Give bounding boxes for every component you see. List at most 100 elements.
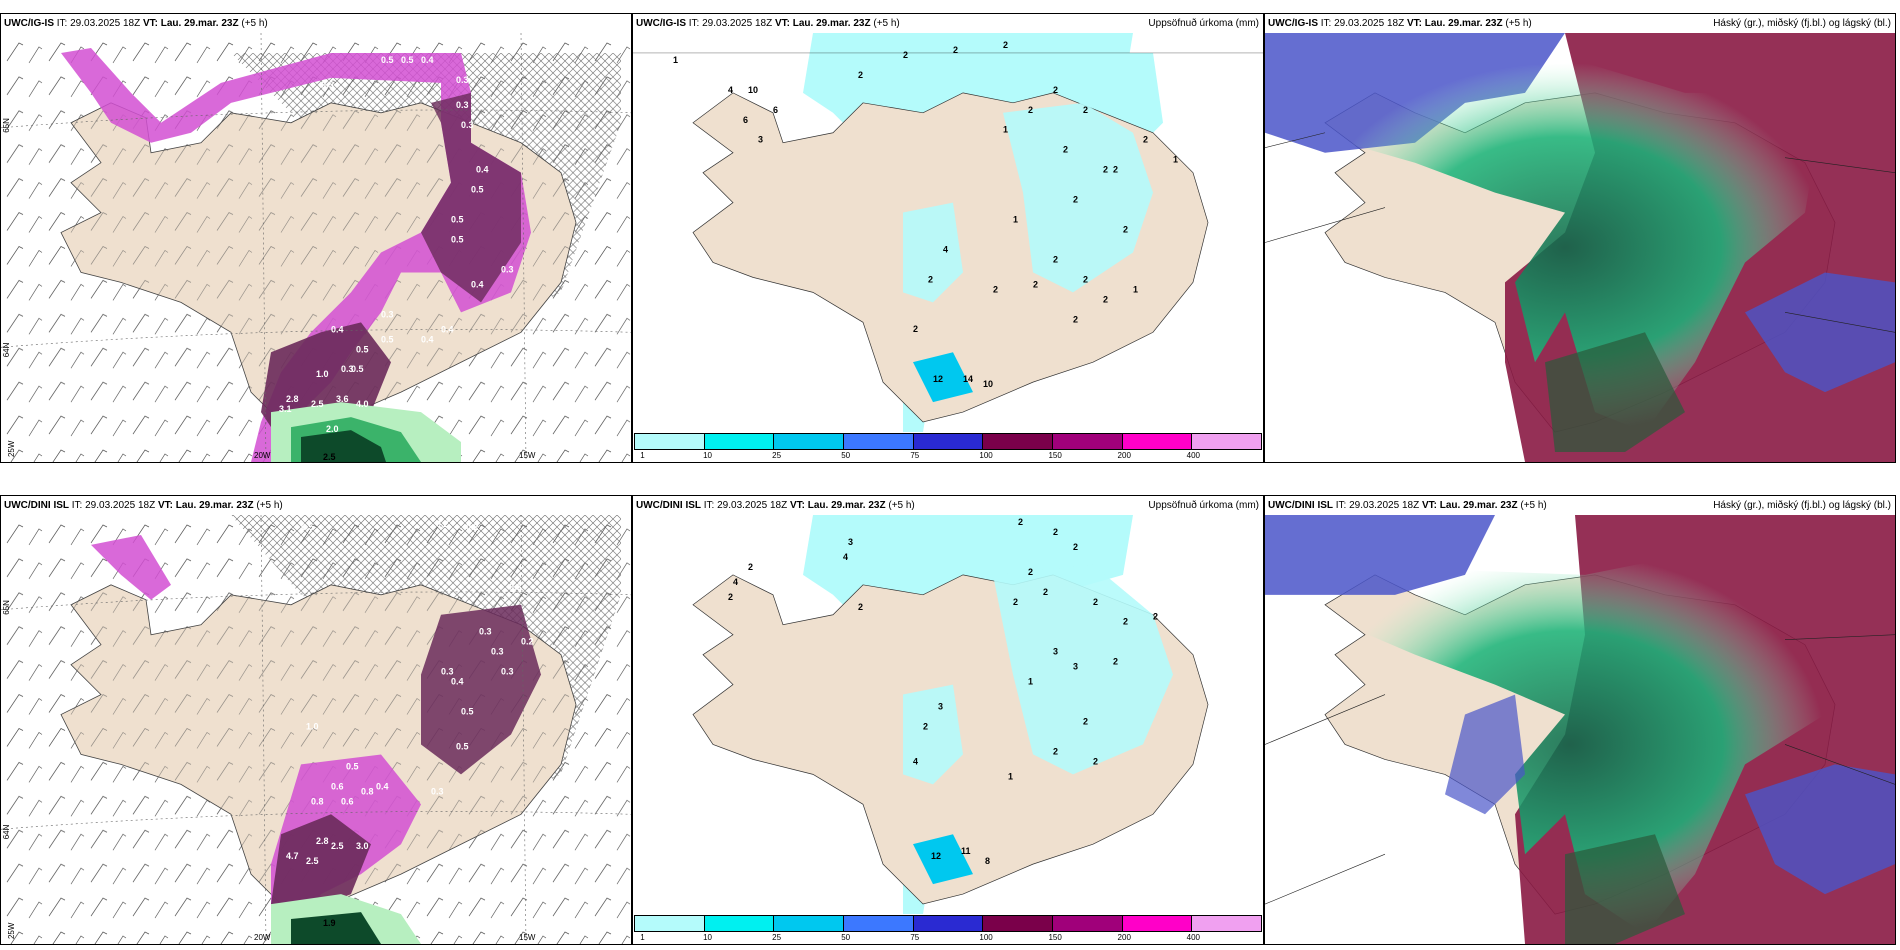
scale-swatch bbox=[1053, 916, 1123, 931]
value-label: 0.5 bbox=[321, 80, 333, 90]
panel-header: UWC/IG-IS IT: 29.03.2025 18Z VT: Lau. 29… bbox=[1, 14, 631, 33]
value-label: 0.4 bbox=[441, 324, 453, 334]
scale-tick: 10 bbox=[703, 451, 712, 460]
value-label: 0.5 bbox=[471, 185, 483, 195]
value-label: 4 bbox=[913, 756, 918, 766]
map-accum-precip[interactable]: 3 4 2 2 4 2 2 2 2 2 2 2 2 2 2 3 3 2 1 3 … bbox=[633, 515, 1263, 914]
map-wind-precip[interactable]: 0.5 0.2 0.2 0.3 0.3 0.3 0.3 0.2 0.4 0.5 … bbox=[1, 515, 631, 944]
value-label: 3 bbox=[1073, 662, 1078, 672]
value-label: 3.6 bbox=[336, 394, 348, 404]
scale-bar bbox=[634, 915, 1262, 932]
map-accum-precip[interactable]: 2 2 2 2 1 4 10 6 6 3 1 2 2 2 2 2 1 1 2 2… bbox=[633, 33, 1263, 432]
value-label: 0.3 bbox=[431, 786, 443, 796]
scale-tick: 400 bbox=[1186, 451, 1200, 460]
value-label: 0.5 bbox=[351, 364, 363, 374]
value-label: 1 bbox=[1173, 155, 1178, 165]
value-label: 12 bbox=[931, 851, 941, 861]
scale-tick: 50 bbox=[841, 933, 851, 942]
it-prefix: IT: bbox=[1320, 18, 1332, 29]
panel-title: Uppsöfnuð úrkoma (mm) bbox=[1148, 18, 1259, 29]
value-label: 2 bbox=[1123, 617, 1128, 627]
value-label: 2 bbox=[748, 562, 753, 572]
value-label: 4 bbox=[733, 577, 738, 587]
value-label: 2 bbox=[903, 50, 908, 60]
value-label: 2 bbox=[1103, 294, 1108, 304]
value-label: 3 bbox=[938, 702, 943, 712]
model-name: UWC/DINI ISL bbox=[1268, 500, 1333, 511]
value-label: 0.2 bbox=[436, 519, 448, 529]
value-label: 2 bbox=[1033, 279, 1038, 289]
value-label: 3.0 bbox=[356, 841, 368, 851]
value-label: 0.5 bbox=[346, 761, 358, 771]
value-label: 0.3 bbox=[441, 667, 453, 677]
scale-ticks: 1 10 25 50 75 100 150 200 400 bbox=[634, 450, 1262, 461]
value-label: 0.3 bbox=[509, 582, 521, 592]
value-label: 2 bbox=[1153, 612, 1158, 622]
value-label: 2 bbox=[1073, 195, 1078, 205]
scale-bar bbox=[634, 433, 1262, 450]
valid-time: Lau. 29.mar. 23Z bbox=[1439, 500, 1518, 511]
value-label: 2 bbox=[1053, 527, 1058, 537]
value-label: 0.4 bbox=[476, 165, 488, 175]
panel-title: Uppsöfnuð úrkoma (mm) bbox=[1148, 500, 1259, 511]
scale-tick: 100 bbox=[979, 451, 993, 460]
it-prefix: IT: bbox=[56, 18, 68, 29]
value-label: 2 bbox=[1083, 716, 1088, 726]
value-label: 1 bbox=[1028, 677, 1033, 687]
scale-tick: 100 bbox=[979, 933, 993, 942]
value-label: 1 bbox=[1003, 125, 1008, 135]
value-label: 0.5 bbox=[356, 344, 368, 354]
value-label: 1 bbox=[1008, 771, 1013, 781]
value-label: 2 bbox=[1028, 105, 1033, 115]
map-clouds[interactable] bbox=[1265, 515, 1895, 944]
precip-band bbox=[421, 604, 541, 775]
it-prefix: IT: bbox=[71, 500, 83, 511]
axis-label: 20W bbox=[254, 933, 271, 942]
value-label: 4 bbox=[843, 552, 848, 562]
value-label: 2.5 bbox=[331, 841, 343, 851]
value-label: 2.5 bbox=[323, 452, 335, 462]
value-label: 2 bbox=[1053, 746, 1058, 756]
value-label: 2 bbox=[1083, 105, 1088, 115]
value-label: 0.4 bbox=[451, 677, 463, 687]
value-label: 2 bbox=[993, 284, 998, 294]
scale-swatch bbox=[774, 916, 845, 931]
model-name: UWC/DINI ISL bbox=[4, 500, 69, 511]
value-label: 2.0 bbox=[326, 424, 338, 434]
map-svg bbox=[1265, 515, 1895, 944]
value-label: 6 bbox=[743, 115, 748, 125]
scale-swatch bbox=[1192, 916, 1262, 931]
vt-prefix: VT: bbox=[789, 500, 805, 511]
value-label: 2.5 bbox=[311, 399, 323, 409]
value-label: 1.0 bbox=[306, 722, 318, 732]
value-label: 14 bbox=[963, 374, 973, 384]
value-label: 0.8 bbox=[311, 796, 323, 806]
lead-time: (+5 h) bbox=[256, 500, 283, 511]
valid-time: Lau. 29.mar. 23Z bbox=[792, 18, 871, 29]
map-svg: 0.5 0.5 0.5 0.4 0.3 0.3 0.3 0.4 0.5 0.5 … bbox=[1, 33, 631, 462]
value-label: 2 bbox=[1028, 567, 1033, 577]
map-wind-precip[interactable]: 0.5 0.5 0.5 0.4 0.3 0.3 0.3 0.4 0.5 0.5 … bbox=[1, 33, 631, 462]
value-label: 4 bbox=[943, 244, 948, 254]
value-label: 3.1 bbox=[279, 404, 291, 414]
scale-swatch bbox=[704, 916, 775, 931]
scale-swatch bbox=[983, 434, 1054, 449]
lead-time: (+5 h) bbox=[888, 500, 915, 511]
value-label: 10 bbox=[983, 379, 993, 389]
value-label: 0.6 bbox=[341, 796, 353, 806]
value-label: 2 bbox=[1053, 254, 1058, 264]
map-clouds[interactable] bbox=[1265, 33, 1895, 462]
map-svg: 0.5 0.2 0.2 0.3 0.3 0.3 0.3 0.2 0.4 0.5 … bbox=[1, 515, 631, 944]
panel-bottom-left: UWC/DINI ISL IT: 29.03.2025 18Z VT: Lau.… bbox=[0, 495, 632, 945]
scale-swatch bbox=[844, 916, 914, 931]
panel-bottom-mid: UWC/DINI ISL IT: 29.03.2025 18Z VT: Lau.… bbox=[632, 495, 1264, 945]
value-label: 0.4 bbox=[376, 781, 388, 791]
value-label: 0.5 bbox=[451, 215, 463, 225]
map-svg bbox=[1265, 33, 1895, 462]
value-label: 2 bbox=[1018, 517, 1023, 527]
init-time: 29.03.2025 18Z bbox=[1334, 18, 1405, 29]
value-label: 4.7 bbox=[286, 851, 298, 861]
value-label: 2 bbox=[1123, 225, 1128, 235]
scale-tick: 150 bbox=[1048, 451, 1062, 460]
scale-tick: 1 bbox=[640, 933, 645, 942]
